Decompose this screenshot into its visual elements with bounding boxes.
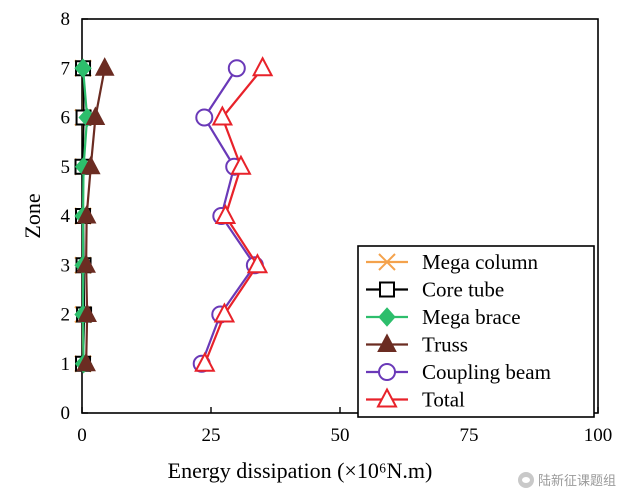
legend-label: Mega brace <box>422 305 521 329</box>
data-point <box>211 105 234 126</box>
y-tick-label: 7 <box>61 58 71 79</box>
x-axis-label: Energy dissipation (×10⁶N.m) <box>168 458 433 483</box>
x-tick-label: 0 <box>77 425 87 446</box>
legend-item: Core tube <box>366 278 504 302</box>
legend-label: Core tube <box>422 278 504 302</box>
legend-box <box>357 245 595 418</box>
watermark: 陆新征课题组 <box>517 470 616 489</box>
legend-marker <box>377 333 397 352</box>
data-point <box>246 253 269 274</box>
legend-marker <box>379 281 395 298</box>
legend-label: Mega column <box>422 250 539 274</box>
legend-marker <box>378 253 396 271</box>
y-tick-label: 5 <box>61 157 71 178</box>
data-point <box>214 203 237 224</box>
data-point <box>77 303 97 322</box>
data-point <box>227 59 246 78</box>
x-tick-label: 50 <box>331 425 350 446</box>
legend-marker <box>378 363 396 381</box>
data-point <box>230 154 252 175</box>
data-point <box>85 106 106 125</box>
y-tick-label: 0 <box>61 403 71 424</box>
data-point <box>76 204 97 224</box>
x-tick-label: 100 <box>584 425 613 446</box>
legend-item: Total <box>366 387 465 412</box>
data-point <box>74 58 92 79</box>
legend-item: Coupling beam <box>366 360 551 384</box>
legend-item: Mega column <box>366 250 539 274</box>
data-point <box>251 56 274 77</box>
data-point <box>94 57 115 76</box>
y-tick-label: 4 <box>61 206 71 227</box>
series-truss <box>76 57 115 372</box>
data-point <box>76 352 96 372</box>
marker-stroke <box>378 253 396 271</box>
legend-label: Truss <box>422 333 468 357</box>
y-tick-label: 1 <box>61 354 71 375</box>
y-axis-label: Zone <box>20 193 45 238</box>
y-tick-label: 2 <box>61 305 71 326</box>
y-tick-label: 8 <box>61 9 71 30</box>
x-tick-label: 25 <box>202 425 221 446</box>
data-point <box>213 302 236 323</box>
legend-marker <box>376 387 398 408</box>
y-tick-label: 6 <box>61 108 71 129</box>
data-point <box>80 155 101 175</box>
legend-item: Mega brace <box>366 305 521 329</box>
legend-marker <box>378 307 396 327</box>
watermark-text: 陆新征课题组 <box>537 474 616 489</box>
data-point <box>76 254 96 273</box>
y-tick-label: 3 <box>61 255 71 276</box>
legend: Mega column Core tube Mega brace Truss Coupl… <box>357 245 595 418</box>
legend-label: Total <box>422 388 465 412</box>
data-point <box>195 108 214 127</box>
legend-item: Truss <box>366 333 468 357</box>
data-point <box>194 351 216 372</box>
x-tick-label: 75 <box>460 425 479 446</box>
wechat-icon <box>517 471 534 488</box>
series-total <box>194 56 274 372</box>
legend-label: Coupling beam <box>422 360 551 384</box>
